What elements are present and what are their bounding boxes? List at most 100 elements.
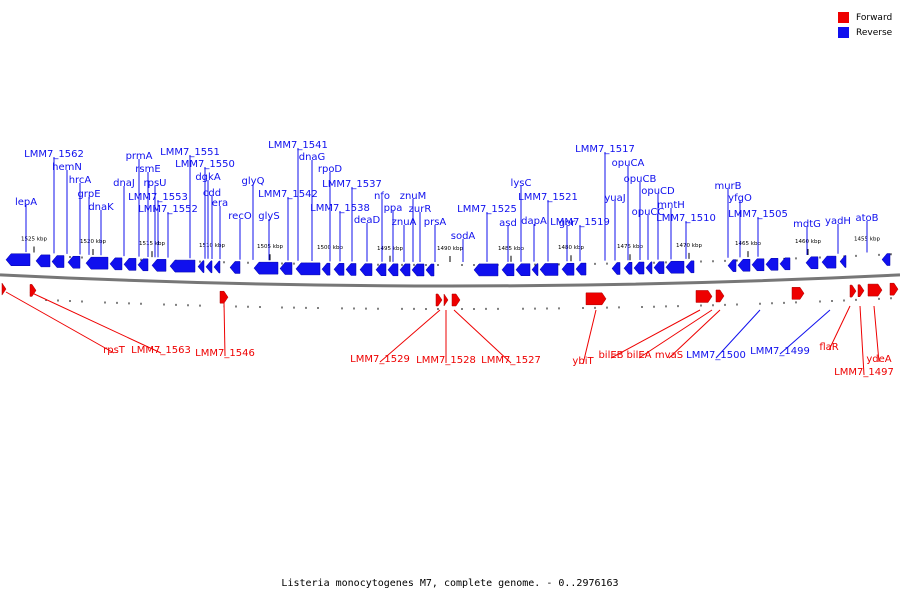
gene-label: LMM7_1541	[268, 140, 328, 151]
forward-gene-arrow	[435, 293, 443, 307]
reverse-gene-arrow	[375, 263, 387, 276]
reverse-gene-arrow	[575, 262, 587, 276]
gene-label: znuM	[400, 191, 427, 202]
forward-gene-arrow	[219, 290, 229, 304]
gene-label: LMM7_1521	[518, 192, 578, 203]
reverse-gene-arrow	[51, 255, 65, 268]
gene-leader-line	[610, 309, 701, 359]
gene-label: murB	[714, 181, 741, 192]
reverse-gene-arrow	[425, 263, 435, 277]
reverse-gene-arrow	[539, 263, 559, 276]
gene-label: LMM7_1517	[575, 144, 635, 155]
gene-label: flaR	[819, 342, 838, 353]
reverse-gene-arrow	[805, 256, 819, 270]
gene-label: LMM7_1552	[138, 204, 198, 215]
tick-label: 1490 kbp	[437, 246, 463, 252]
gene-label: opuCD	[641, 186, 675, 197]
reverse-gene-arrow	[633, 261, 645, 275]
gene-label: glyQ	[242, 176, 265, 187]
gene-label: opuCB	[624, 174, 657, 185]
gene-leader-line	[638, 309, 713, 359]
legend-reverse-label: Reverse	[856, 27, 893, 38]
gene-label: rpsT	[103, 345, 126, 356]
reverse-gene-arrow	[611, 262, 621, 275]
reverse-gene-arrow	[561, 262, 575, 276]
gene-leader-line	[5, 291, 115, 354]
gene-label: era	[212, 198, 228, 209]
tick-label: 1475 kbp	[617, 244, 643, 250]
tick-label: 1480 kbp	[558, 245, 584, 251]
gene-label: LMM7_1563	[131, 345, 191, 356]
reverse-genes	[5, 253, 891, 277]
gene-label: cdd	[203, 188, 221, 199]
forward-swatch	[838, 12, 849, 23]
reverse-gene-arrow	[727, 259, 737, 272]
reverse-gene-arrow	[387, 263, 399, 277]
gene-leader-line	[828, 305, 851, 351]
reverse-gene-arrow	[411, 263, 425, 277]
reverse-gene-arrow	[345, 263, 357, 276]
reverse-gene-arrow	[169, 259, 196, 273]
tick-label: 1515 kbp	[139, 241, 165, 247]
gene-label: rpoD	[318, 164, 343, 175]
gene-label: deaD	[354, 215, 381, 226]
gene-label: prsA	[424, 217, 447, 228]
gene-label: lepA	[15, 197, 37, 208]
gene-leader-line	[29, 291, 162, 354]
gene-label: LMM7_1538	[310, 203, 370, 214]
gene-label: LMM7_1550	[175, 159, 235, 170]
gene-label: zurR	[409, 204, 432, 215]
gene-leader-line	[873, 305, 880, 363]
reverse-gene-arrow	[399, 263, 411, 277]
gene-label: opuCC	[632, 207, 665, 218]
gene-label: LMM7_1537	[322, 179, 382, 190]
gene-label: yuaJ	[604, 193, 625, 204]
gene-label: LMM7_1510	[656, 213, 716, 224]
tick-label: 1525 kbp	[21, 236, 47, 242]
forward-gene-arrow	[443, 293, 449, 307]
reverse-gene-arrow	[205, 260, 213, 274]
gene-leader-line	[715, 309, 761, 359]
reverse-gene-arrow	[321, 262, 331, 276]
forward-gene-arrow	[867, 283, 883, 297]
tick-label: 1495 kbp	[377, 246, 403, 252]
gene-label: dnaK	[88, 202, 114, 213]
reverse-gene-arrow	[737, 258, 751, 272]
reverse-gene-arrow	[213, 260, 221, 274]
gene-label: mntH	[657, 200, 685, 211]
forward-gene-arrow	[695, 290, 713, 303]
reverse-gene-arrow	[229, 261, 241, 274]
gene-label: LMM7_1528	[416, 355, 476, 366]
gene-label: gor	[559, 218, 576, 229]
tick-label: 1505 kbp	[257, 244, 283, 250]
legend-forward: Forward	[838, 10, 892, 25]
gene-label: rsmE	[135, 164, 160, 175]
reverse-gene-arrow	[333, 263, 345, 276]
gene-leader-line	[859, 305, 865, 376]
gene-label: mdtG	[793, 219, 821, 230]
reverse-gene-arrow	[839, 255, 847, 268]
forward-gene-arrow	[715, 289, 725, 303]
reverse-gene-arrow	[359, 263, 373, 276]
gene-leader-line	[668, 309, 721, 359]
forward-gene-arrow	[849, 284, 857, 298]
gene-leader-line	[582, 309, 597, 365]
forward-gene-arrow	[791, 287, 805, 300]
legend-reverse: Reverse	[838, 25, 892, 40]
gene-label: LMM7_1553	[128, 192, 188, 203]
genome-backbone	[0, 273, 900, 288]
gene-label: LMM7_1525	[457, 204, 517, 215]
reverse-gene-arrow	[151, 259, 167, 272]
tick-label: 1485 kbp	[498, 246, 524, 252]
gene-label: dnaG	[299, 152, 326, 163]
reverse-gene-arrow	[501, 263, 515, 277]
gene-label: LMM7_1499	[750, 346, 810, 357]
gene-labels: lepA LMM7_1562 hemN hrcA grpE dnaK dnaJ prmA rsm…	[5, 140, 894, 378]
gene-label: LMM7_1519	[550, 217, 610, 228]
forward-gene-arrow	[889, 282, 899, 296]
reverse-gene-arrow	[685, 260, 695, 274]
gene-label: yadH	[825, 216, 851, 227]
map-caption: Listeria monocytogenes M7, complete geno…	[281, 578, 619, 589]
gene-label: LMM7_1542	[258, 189, 318, 200]
gene-label: LMM7_1505	[728, 209, 788, 220]
